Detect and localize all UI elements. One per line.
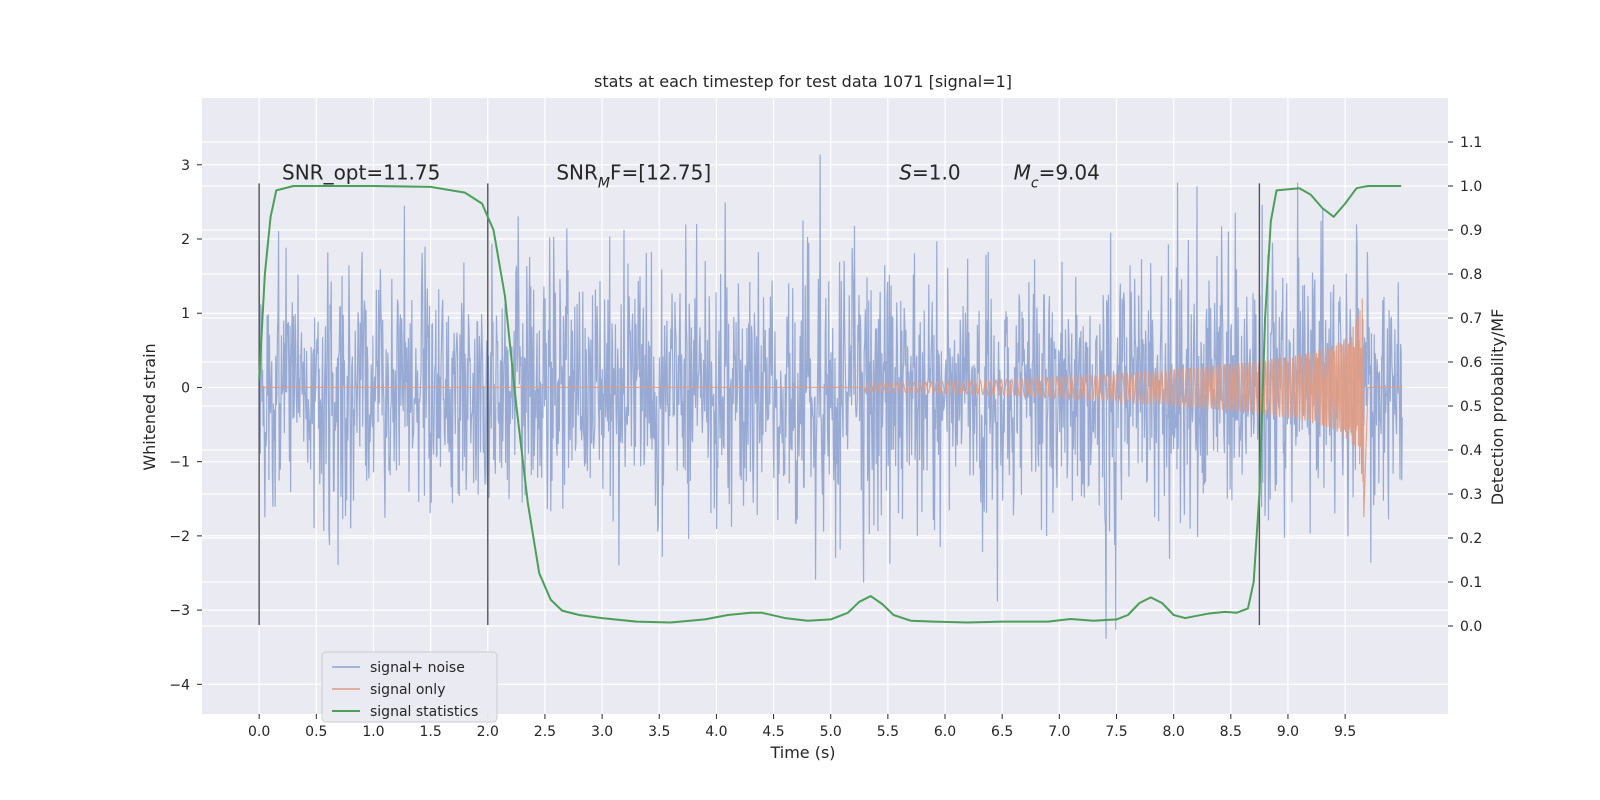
x-tick-label: 5.5 <box>877 724 899 740</box>
x-tick-label: 4.5 <box>762 724 784 740</box>
x-tick-label: 4.0 <box>705 724 727 740</box>
y-tick-label: 0 <box>181 380 190 396</box>
x-tick-label: 9.5 <box>1334 724 1356 740</box>
y-tick-label: −1 <box>169 455 190 471</box>
x-tick-label: 2.5 <box>534 724 556 740</box>
chart-title: stats at each timestep for test data 107… <box>594 72 1012 91</box>
y-axis-label: Whitened strain <box>140 343 159 470</box>
y-right-tick-label: 0.2 <box>1460 531 1482 547</box>
y-right-axis-ticks: 0.0 0.1 0.2 0.3 0.4 0.5 0.6 0.7 0.8 0.9 1.0 1.1 <box>1448 135 1482 635</box>
signal-statistics-line <box>258 185 1402 624</box>
y-tick-label: −2 <box>169 529 190 545</box>
annotation-text: SNR_opt=11.75 <box>282 161 440 185</box>
y-right-tick-label: 0.6 <box>1460 355 1482 371</box>
x-tick-label: 5.0 <box>820 724 842 740</box>
y-right-tick-label: 0.9 <box>1460 223 1482 239</box>
annotation-text: S=1.0 <box>899 161 960 185</box>
y-right-tick-label: 0.7 <box>1460 311 1482 327</box>
y-right-axis-label: Detection probability/MF <box>1488 309 1507 506</box>
x-tick-label: 3.0 <box>591 724 613 740</box>
y-axis-ticks: −4 −3 −2 −1 0 1 2 3 <box>169 158 202 693</box>
x-tick-label: 8.0 <box>1163 724 1185 740</box>
series-signal-noise <box>258 154 1403 639</box>
legend-label: signal only <box>370 682 445 698</box>
series-signal-statistics <box>258 185 1402 624</box>
legend-label: signal statistics <box>370 704 478 720</box>
x-tick-label: 7.0 <box>1048 724 1070 740</box>
legend-box <box>321 651 498 723</box>
legend-label: signal+ noise <box>370 660 465 676</box>
y-tick-label: 2 <box>181 232 190 248</box>
y-right-tick-label: 0.5 <box>1460 399 1482 415</box>
x-axis-label: Time (s) <box>769 743 835 762</box>
y-tick-label: 3 <box>181 158 190 174</box>
y-tick-label: −4 <box>169 677 190 693</box>
x-tick-label: 9.0 <box>1277 724 1299 740</box>
annotations: SNR_opt=11.75 SNRMF=[12.75] S=1.0 Mc=9.04 <box>282 161 1100 192</box>
x-tick-label: 3.5 <box>648 724 670 740</box>
y-right-tick-label: 0.0 <box>1460 619 1482 635</box>
y-right-tick-label: 0.4 <box>1460 443 1482 459</box>
y-right-tick-label: 0.1 <box>1460 575 1482 591</box>
x-tick-label: 6.5 <box>991 724 1013 740</box>
signal-noise-line <box>258 154 1403 639</box>
x-tick-label: 1.5 <box>419 724 441 740</box>
x-tick-label: 6.0 <box>934 724 956 740</box>
x-tick-label: 0.0 <box>248 724 270 740</box>
x-tick-label: 7.5 <box>1105 724 1127 740</box>
legend: signal+ noise signal only signal statistic… <box>321 651 498 723</box>
y-tick-label: 1 <box>181 306 190 322</box>
series-signal-only <box>259 298 1403 518</box>
signal-only-line <box>259 298 1403 518</box>
y-right-tick-label: 1.1 <box>1460 135 1482 151</box>
vertical-lines <box>258 183 1261 625</box>
x-axis-ticks: 0.0 0.5 1.0 1.5 2.0 2.5 3.0 3.5 4.0 4.5 5.0 5.5 6.0 6… <box>248 714 1356 740</box>
y-right-tick-label: 1.0 <box>1460 179 1482 195</box>
x-tick-label: 1.0 <box>362 724 384 740</box>
y-tick-label: −3 <box>169 603 190 619</box>
y-right-tick-label: 0.3 <box>1460 487 1482 503</box>
x-tick-label: 2.0 <box>477 724 499 740</box>
x-tick-label: 0.5 <box>305 724 327 740</box>
y-right-tick-label: 0.8 <box>1460 267 1482 283</box>
x-tick-label: 8.5 <box>1220 724 1242 740</box>
